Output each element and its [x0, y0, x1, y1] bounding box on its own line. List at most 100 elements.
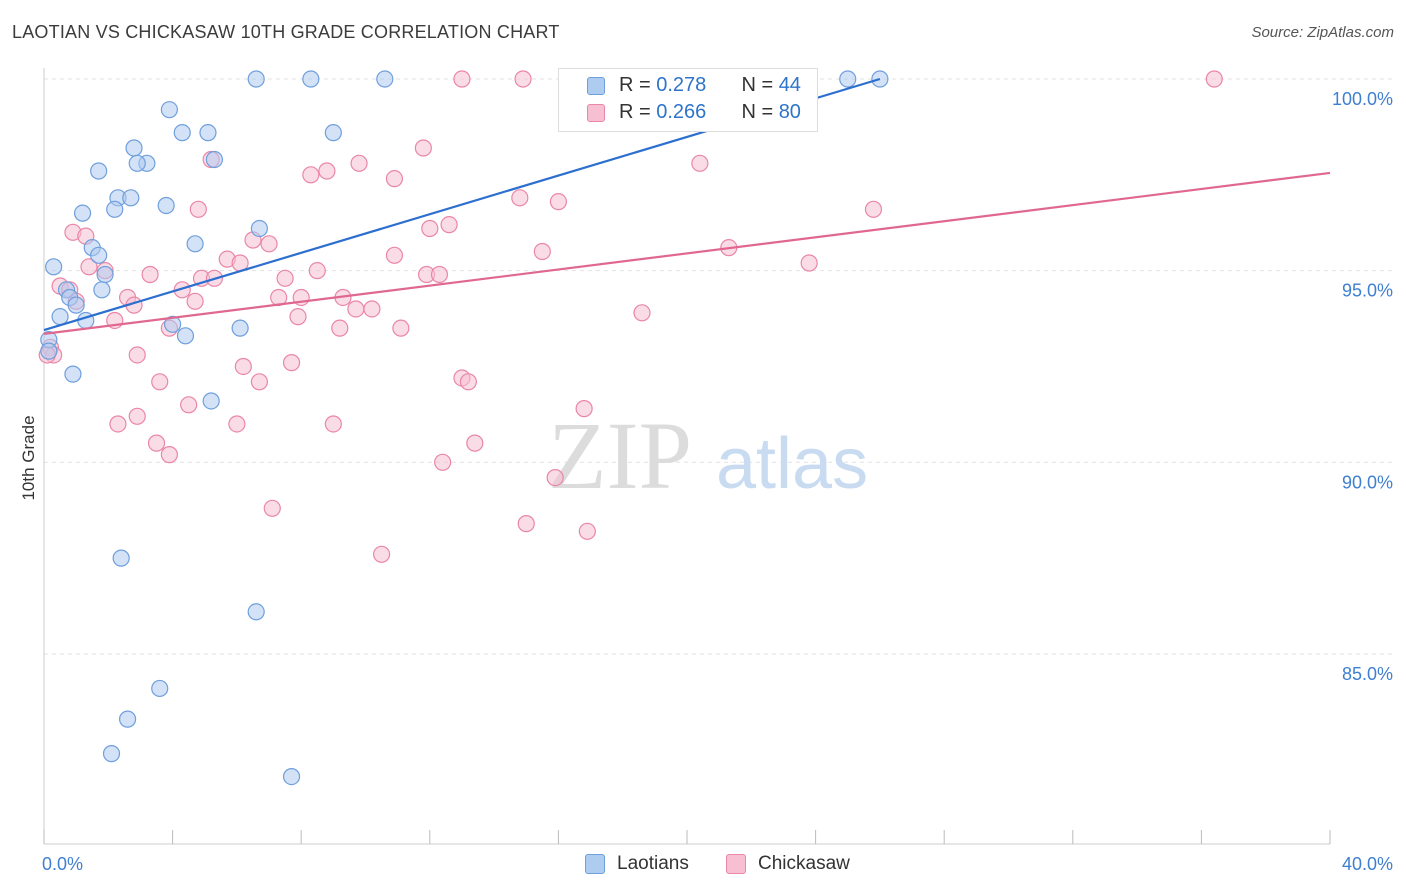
- chickasaw-point: [546, 469, 564, 487]
- laotian-point: [247, 603, 265, 621]
- laotian-point: [839, 70, 857, 88]
- chickasaw-point: [514, 70, 532, 88]
- chickasaw-trend-line: [43, 171, 1331, 335]
- laotian-point: [186, 235, 204, 253]
- laotian-point: [96, 265, 114, 284]
- chickasaw-point: [363, 300, 381, 318]
- series-legend: Laotians Chickasaw: [0, 852, 1406, 878]
- chickasaw-point: [308, 262, 326, 280]
- legend-label: Laotians: [617, 853, 689, 874]
- laotian-point: [40, 342, 58, 360]
- chickasaw-point: [511, 189, 529, 207]
- laotian-point: [205, 150, 223, 169]
- r-label: R =: [619, 74, 657, 96]
- chickasaw-point: [414, 139, 432, 157]
- laotians-swatch: [587, 77, 605, 95]
- laotian-point: [151, 679, 169, 698]
- n-value: 80: [778, 101, 801, 123]
- laotian-point: [160, 101, 178, 119]
- r-value: 0.278: [656, 74, 707, 96]
- chickasaw-point: [128, 407, 146, 425]
- chickasaw-point: [385, 246, 404, 264]
- laotian-point: [64, 365, 82, 383]
- laotian-point: [176, 327, 195, 345]
- laotian-point: [106, 200, 124, 218]
- x-tick-label: 0.0%: [42, 854, 83, 874]
- y-tick-label: 85.0%: [1342, 664, 1393, 684]
- r-value: 0.266: [656, 101, 707, 123]
- chickasaw-point: [421, 219, 439, 238]
- chickasaw-point: [350, 154, 368, 172]
- chickasaw-point: [372, 545, 391, 563]
- chickasaw-point: [151, 373, 169, 391]
- laotian-point: [90, 246, 108, 264]
- chickasaw-point: [453, 70, 471, 88]
- chickasaw-point: [276, 269, 294, 287]
- chickasaw-point: [160, 446, 178, 464]
- laotian-point: [90, 162, 108, 180]
- chickasaw-point: [549, 193, 568, 211]
- y-tick-label: 90.0%: [1342, 472, 1393, 492]
- chickasaw-point: [263, 499, 281, 517]
- chickasaw-point: [800, 254, 818, 272]
- chickasaw-point: [302, 166, 320, 184]
- chickasaw-point: [186, 292, 204, 310]
- n-label: N =: [741, 101, 779, 123]
- chickasaw-point: [864, 200, 883, 218]
- watermark-atlas: atlas: [716, 424, 868, 504]
- chickasaw-point: [1205, 70, 1223, 88]
- y-tick-label: 95.0%: [1342, 281, 1393, 301]
- axes: [43, 68, 1331, 845]
- chickasaw-point: [440, 216, 458, 234]
- laotian-point: [199, 124, 217, 142]
- laotian-point: [102, 745, 121, 763]
- chickasaw-point: [466, 434, 484, 452]
- chickasaw-point: [575, 400, 593, 418]
- chickasaw-point: [331, 319, 349, 337]
- laotian-point: [157, 196, 175, 215]
- chickasaw-point: [318, 162, 336, 180]
- laotian-point: [67, 296, 85, 314]
- chickasaw-point: [260, 235, 278, 253]
- chickasaw-point: [459, 373, 477, 391]
- y-tick-label: 100.0%: [1332, 89, 1393, 109]
- x-tick-label: 40.0%: [1342, 854, 1393, 874]
- chickasaw-point: [347, 300, 365, 318]
- laotian-point: [128, 154, 146, 172]
- laotian-point: [45, 258, 63, 276]
- gridlines: [44, 78, 1392, 655]
- laotian-point: [247, 70, 265, 88]
- chickasaw-point: [109, 415, 127, 433]
- chart-title: LAOTIAN VS CHICKASAW 10TH GRADE CORRELAT…: [12, 22, 560, 42]
- chickasaw-point: [578, 522, 596, 540]
- chickasaw-point: [324, 415, 342, 433]
- stats-legend: R = 0.278 N = 44 R = 0.266 N = 80: [558, 68, 818, 132]
- laotian-point: [202, 392, 220, 410]
- n-label: N =: [741, 74, 779, 96]
- laotian-point: [73, 204, 92, 222]
- laotian-point: [231, 319, 249, 337]
- chickasaw-point: [80, 258, 98, 276]
- chickasaw-point: [289, 308, 307, 326]
- chickasaw-point: [434, 453, 452, 471]
- watermark: ZIP atlas: [548, 402, 868, 509]
- chickasaw-point: [633, 304, 651, 322]
- legend-label: Chickasaw: [758, 853, 850, 874]
- chickasaw-point: [141, 265, 159, 284]
- chickasaw-point: [392, 319, 410, 337]
- laotian-points: [40, 70, 889, 786]
- laotian-point: [282, 768, 301, 786]
- laotian-point: [51, 308, 69, 326]
- chickasaw-point: [385, 170, 404, 188]
- laotian-point: [122, 189, 140, 207]
- laotian-point: [125, 139, 143, 157]
- chickasaw-point: [282, 354, 301, 372]
- y-axis-label: 10th Grade: [19, 415, 38, 500]
- chickasaw-point: [533, 242, 551, 261]
- watermark-zip: ZIP: [548, 402, 692, 509]
- laotian-point: [93, 281, 111, 299]
- chickasaw-point: [250, 373, 269, 391]
- chickasaw-point: [180, 396, 198, 414]
- r-label: R =: [619, 101, 657, 123]
